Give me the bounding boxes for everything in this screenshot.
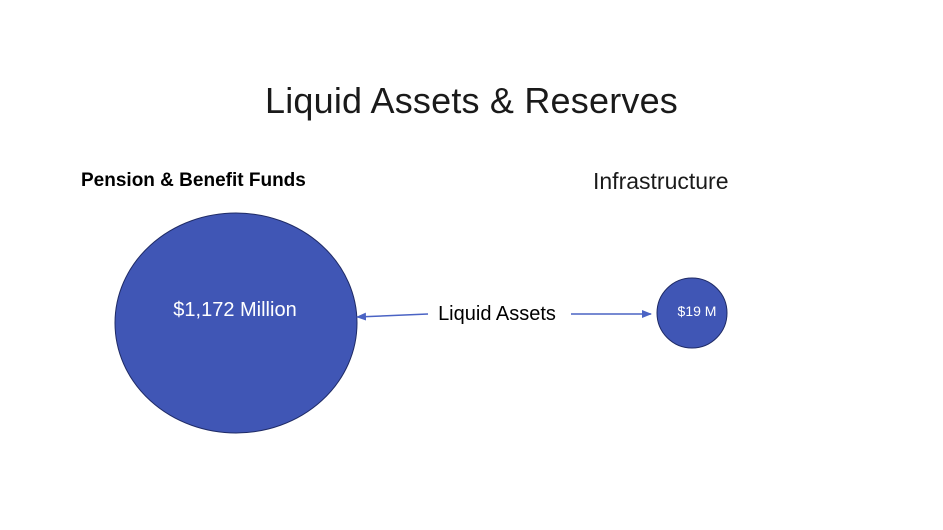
pension-funds-circle [114,212,358,434]
pension-funds-heading: Pension & Benefit Funds [81,170,306,191]
pension-funds-value: $1,172 Million [173,299,296,321]
slide-title: Liquid Assets & Reserves [265,80,678,121]
liquid-assets-label: Liquid Assets [438,303,556,325]
infrastructure-value: $19 M [678,303,717,319]
infrastructure-circle [656,277,728,349]
infrastructure-heading: Infrastructure [593,168,729,194]
arrow-to-pension [356,312,429,321]
